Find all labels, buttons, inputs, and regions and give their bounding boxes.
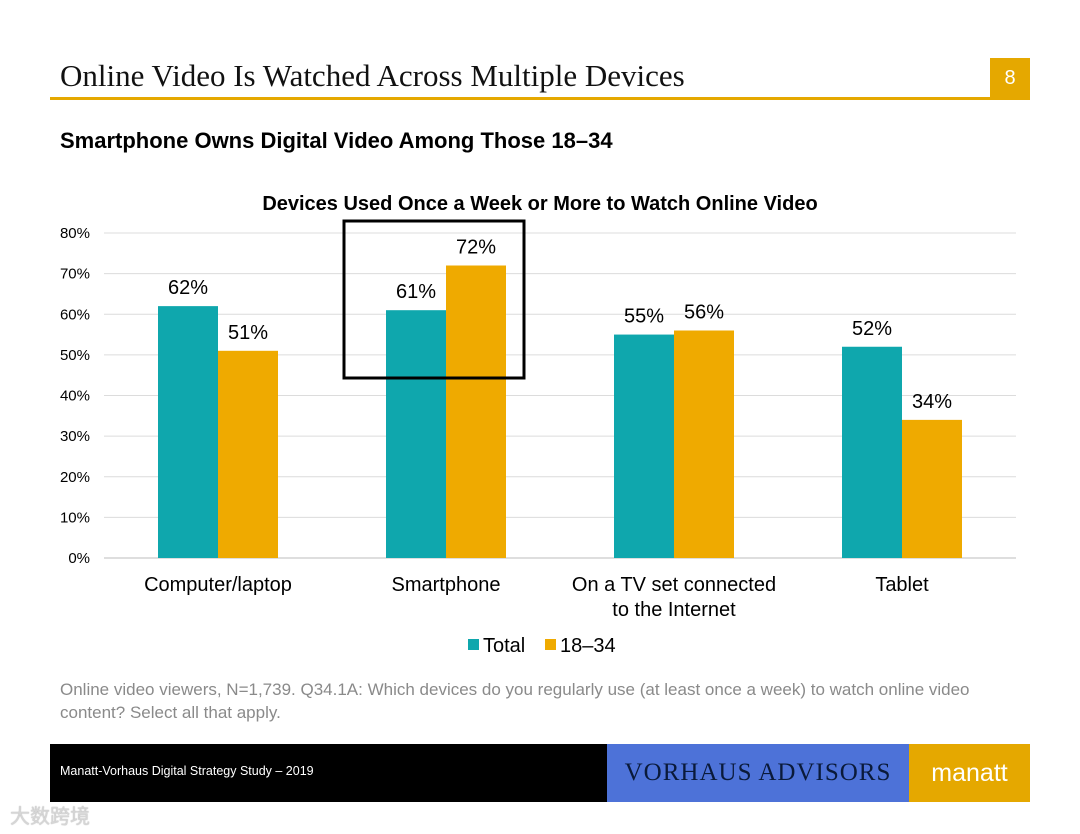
bar (386, 310, 446, 558)
footer-text: Manatt-Vorhaus Digital Strategy Study – … (60, 764, 314, 778)
bar (218, 350, 278, 558)
legend-label: Total (483, 635, 525, 657)
bar (902, 419, 962, 558)
y-tick-label: 40% (60, 388, 90, 405)
data-label: 56% (684, 302, 724, 324)
bar (674, 330, 734, 558)
x-category-label: Computer/laptop (144, 574, 292, 596)
highlight-box (342, 219, 526, 380)
footnote: Online video viewers, N=1,739. Q34.1A: W… (60, 680, 970, 722)
data-label: 55% (624, 306, 664, 328)
x-category-label: Tablet (875, 574, 929, 596)
data-label: 62% (168, 277, 208, 299)
chart-title: Devices Used Once a Week or More to Watc… (262, 193, 817, 215)
data-label: 61% (396, 281, 436, 303)
chart: Devices Used Once a Week or More to Watc… (60, 193, 1016, 657)
data-label: 72% (456, 237, 496, 259)
page-number: 8 (990, 58, 1030, 98)
legend-swatch (468, 639, 479, 650)
y-tick-label: 70% (60, 266, 90, 283)
x-category-label: Smartphone (392, 574, 501, 596)
legend-label: 18–34 (560, 635, 616, 657)
data-label: 52% (852, 318, 892, 340)
title-rule (50, 97, 1030, 100)
vorhaus-advisors-logo: VORHAUS ADVISORS (607, 744, 909, 802)
y-tick-label: 80% (60, 225, 90, 242)
manatt-logo: manatt (909, 744, 1030, 802)
x-category-label: On a TV set connected (572, 574, 776, 596)
data-label: 34% (912, 391, 952, 413)
y-tick-label: 20% (60, 469, 90, 486)
y-tick-label: 50% (60, 347, 90, 364)
bar (446, 265, 506, 558)
bar (158, 306, 218, 558)
y-tick-label: 10% (60, 509, 90, 526)
x-category-label: to the Internet (612, 599, 736, 621)
slide-title: Online Video Is Watched Across Multiple … (60, 58, 685, 93)
bar (614, 334, 674, 558)
slide-subtitle: Smartphone Owns Digital Video Among Thos… (60, 128, 613, 153)
watermark: 大数跨境 (10, 806, 90, 828)
y-tick-label: 60% (60, 306, 90, 323)
y-tick-label: 30% (60, 428, 90, 445)
legend-swatch (545, 639, 556, 650)
bar (842, 346, 902, 558)
data-label: 51% (228, 322, 268, 344)
y-tick-label: 0% (68, 550, 90, 567)
